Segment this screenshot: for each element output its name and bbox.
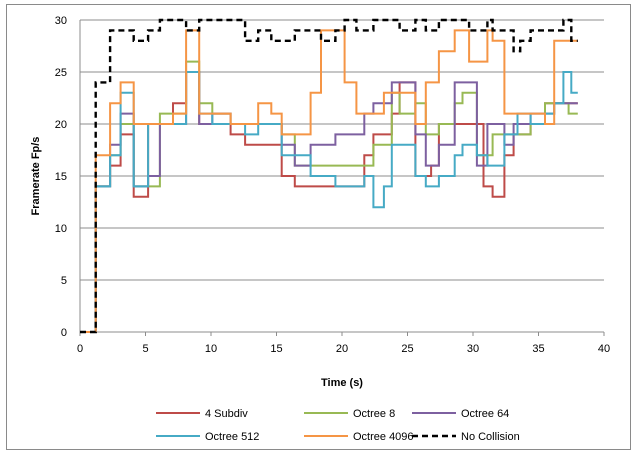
legend-label-5: No Collision [461, 431, 520, 443]
grid-lines [80, 19, 604, 281]
x-tick-label: 5 [142, 343, 148, 355]
x-tick-label: 0 [77, 343, 83, 355]
y-tick-label: 15 [55, 171, 67, 183]
series-line-2 [80, 71, 578, 333]
y-tick-label: 5 [61, 275, 67, 287]
axes [79, 20, 605, 336]
series-line-5 [80, 18, 578, 334]
x-tick-label: 25 [401, 343, 413, 355]
y-tick-label: 25 [55, 67, 67, 79]
legend-label-0: 4 Subdiv [205, 408, 248, 420]
series-line-0 [80, 71, 578, 333]
x-tick-label: 30 [467, 343, 479, 355]
series-lines [80, 18, 578, 334]
x-axis-title: Time (s) [321, 377, 363, 389]
x-tick-label: 40 [598, 343, 610, 355]
legend-label-1: Octree 8 [353, 408, 395, 420]
x-tick-label: 15 [270, 343, 282, 355]
legend: 4 Subdiv Octree 8 Octree 64 Octree 512 Octre… [156, 408, 520, 443]
legend-label-2: Octree 64 [461, 408, 509, 420]
x-tick-labels: 0 5 10 15 20 25 30 35 40 [77, 343, 610, 355]
x-tick-label: 10 [205, 343, 217, 355]
y-tick-label: 20 [55, 119, 67, 131]
x-tick-label: 35 [532, 343, 544, 355]
legend-label-3: Octree 512 [205, 431, 259, 443]
y-tick-label: 10 [55, 223, 67, 235]
y-tick-label: 30 [55, 15, 67, 27]
y-axis-title: Framerate Fp/s [30, 137, 42, 216]
legend-label-4: Octree 4096 [353, 431, 414, 443]
y-tick-labels: 0 5 10 15 20 25 30 [55, 15, 67, 339]
series-line-3 [80, 71, 578, 333]
x-tick-label: 20 [336, 343, 348, 355]
series-line-4 [80, 29, 578, 333]
y-tick-label: 0 [61, 327, 67, 339]
